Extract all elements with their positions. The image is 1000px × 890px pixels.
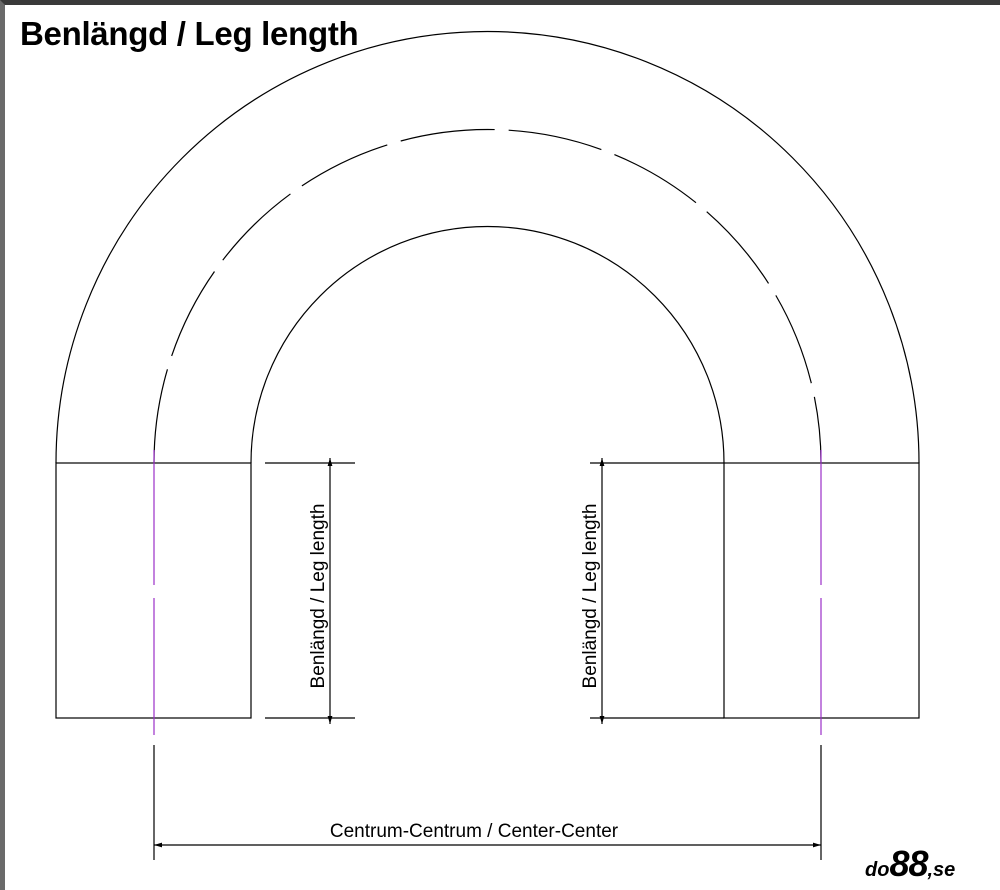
outer-arc — [55, 30, 920, 464]
inner-arc — [250, 225, 725, 464]
leg-length-label-right: Benlängd / Leg length — [580, 504, 601, 689]
leg-length-label-left: Benlängd / Leg length — [308, 504, 329, 689]
center-center-label: Centrum-Centrum / Center-Center — [330, 821, 619, 842]
do88-logo: do88,se — [865, 843, 956, 884]
centerline-arc — [153, 128, 822, 464]
page-title: Benlängd / Leg length — [20, 15, 359, 52]
